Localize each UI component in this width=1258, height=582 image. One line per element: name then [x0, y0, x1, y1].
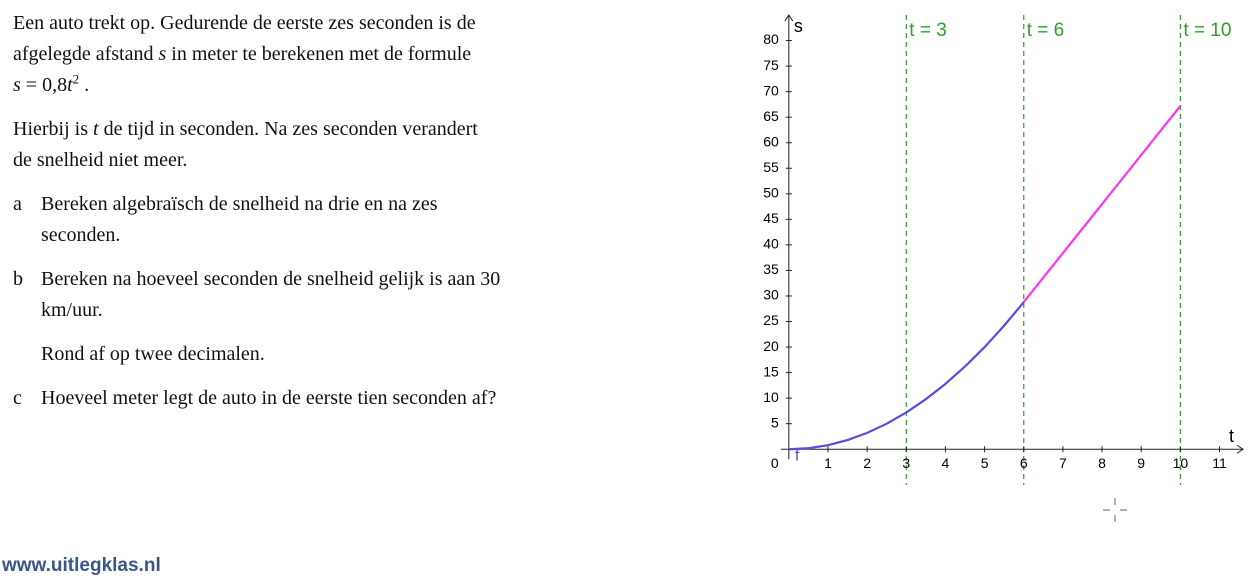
- variable: t: [93, 118, 99, 140]
- variable: s: [158, 43, 167, 65]
- text-line: afgelegde afstand s in meter te berekene…: [13, 39, 500, 70]
- question: a Bereken algebraïsch de snelheid na drie…: [13, 189, 500, 251]
- variable: t: [67, 74, 73, 96]
- footer: www.uitlegklas.nl: [2, 555, 161, 576]
- text: = 0,8: [20, 74, 68, 96]
- x-tick-label: 3: [902, 455, 910, 471]
- y-tick-label: 35: [763, 261, 779, 277]
- question-label: a: [13, 193, 22, 215]
- curve: [1022, 105, 1182, 303]
- exponent: 2: [72, 71, 80, 87]
- text: in meter te berekenen met de formule: [166, 43, 472, 65]
- y-axis-label: s: [794, 16, 803, 36]
- y-tick-label: 80: [763, 31, 779, 47]
- x-tick-label: 11: [1212, 455, 1227, 471]
- y-tick-label: 30: [763, 287, 779, 303]
- question-label: b: [13, 268, 23, 290]
- y-tick-label: 60: [763, 133, 779, 149]
- text: Bereken algebraïsch de snelheid na drie …: [41, 193, 438, 215]
- x-tick-label: 4: [942, 455, 950, 471]
- text: seconden.: [41, 224, 121, 246]
- x-tick-label: 10: [1173, 455, 1189, 471]
- y-tick-label: 10: [763, 389, 779, 405]
- y-axis-arrow: [784, 14, 794, 22]
- variable: s: [13, 74, 21, 96]
- curve-label: f: [795, 447, 800, 464]
- formula: s = 0,8t2 .: [13, 70, 500, 101]
- y-tick-label: 45: [763, 210, 779, 226]
- y-tick-label: 55: [763, 159, 779, 175]
- text: Een auto trekt op. Gedurende de eerste z…: [13, 12, 476, 34]
- x-tick-label: 6: [1020, 455, 1028, 471]
- x-tick-label: 5: [981, 455, 989, 471]
- y-tick-label: 70: [763, 82, 779, 98]
- text: Bereken na hoeveel seconden de snelheid …: [41, 268, 501, 290]
- x-axis-arrow: [1236, 444, 1244, 454]
- x-tick-label: 2: [863, 455, 871, 471]
- x-axis-label: t: [1229, 426, 1234, 446]
- text: Hierbij is: [13, 118, 93, 140]
- text-line: Een auto trekt op. Gedurende de eerste z…: [13, 8, 500, 39]
- y-tick-label: 5: [771, 414, 779, 430]
- reference-label: t = 3: [909, 20, 947, 41]
- text: Hoeveel meter legt de auto in de eerste …: [41, 387, 497, 409]
- note: Rond af op twee decimalen.: [41, 343, 265, 365]
- y-tick-label: 50: [763, 185, 779, 201]
- curve: [788, 301, 1025, 451]
- y-tick-label: 25: [763, 312, 779, 328]
- x-tick-label: 9: [1137, 455, 1145, 471]
- cursor: [1103, 498, 1127, 522]
- x-tick-label: 0: [771, 455, 779, 471]
- y-tick-label: 75: [763, 57, 779, 73]
- text: de snelheid niet meer.: [13, 149, 188, 171]
- reference-label: t = 6: [1027, 20, 1065, 41]
- text-line: de snelheid niet meer.: [13, 145, 500, 176]
- question: b Bereken na hoeveel seconden de snelheid…: [13, 264, 500, 370]
- text-line: Hierbij is t de tijd in seconden. Na zes…: [13, 114, 500, 145]
- text: km/uur.: [41, 299, 103, 321]
- text: .: [79, 74, 90, 96]
- y-tick-label: 65: [763, 108, 779, 124]
- y-tick-label: 40: [763, 236, 779, 252]
- y-tick-label: 20: [763, 338, 779, 354]
- reference-label: t = 10: [1183, 20, 1231, 41]
- text: afgelegde afstand: [13, 43, 159, 65]
- y-tick-label: 15: [763, 363, 779, 379]
- x-tick-label: 8: [1098, 455, 1106, 471]
- question-label: c: [13, 387, 22, 409]
- question: c Hoeveel meter legt de auto in de eerste…: [13, 383, 500, 414]
- exercise-text: Een auto trekt op. Gedurende de eerste z…: [13, 8, 500, 414]
- text: de tijd in seconden. Na zes seconden ver…: [98, 118, 478, 140]
- x-tick-label: 7: [1059, 455, 1067, 471]
- x-tick-label: 1: [824, 455, 832, 471]
